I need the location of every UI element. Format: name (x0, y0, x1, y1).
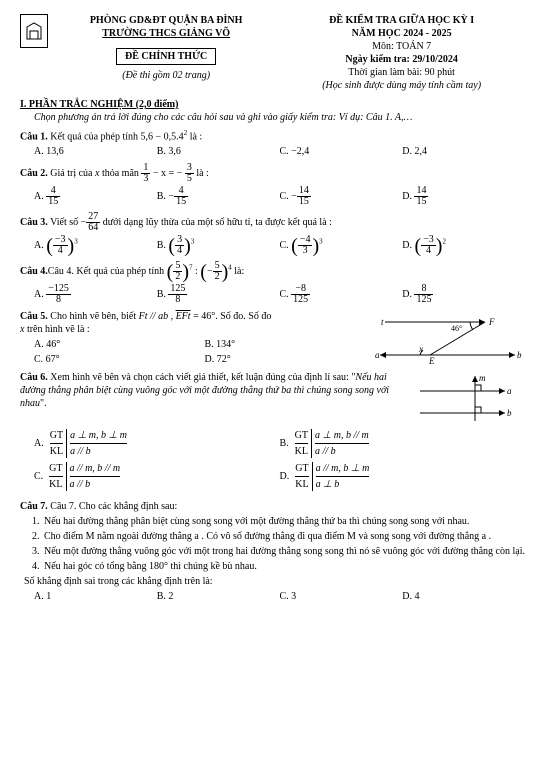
dept: PHÒNG GD&ĐT QUẬN BA ĐÌNH (54, 14, 278, 27)
q2-opt-a: A. 415 (34, 186, 157, 207)
q4-opt-d: D. 8125 (402, 284, 525, 305)
q5-figure: t F 46° a b x E (375, 310, 525, 366)
q5-opt-d: D. 72° (205, 353, 376, 366)
q6-figure: m a b (405, 371, 525, 426)
svg-text:a: a (507, 386, 512, 396)
q2-opt-b: B. −415 (157, 186, 280, 207)
svg-text:b: b (507, 408, 512, 418)
header-left: PHÒNG GD&ĐT QUẬN BA ĐÌNH TRƯỜNG THCS GIẢ… (54, 14, 278, 92)
q1-opt-b: B. 3,6 (157, 145, 280, 158)
q1-opt-c: C. −2,4 (280, 145, 403, 158)
q3-stem: Câu 3. Viết số −2764 dưới dạng lũy thừa … (20, 212, 525, 233)
q5-opt-a: A. 46° (34, 338, 205, 351)
q6-options: A. GTKLa ⊥ m, b ⊥ ma // b B. GTKLa ⊥ m, … (20, 429, 525, 495)
svg-text:a: a (375, 350, 380, 360)
official-box: ĐỀ CHÍNH THỨC (116, 48, 216, 65)
q7-item-4: 4.Nếu hai góc có tổng bằng 180° thì chún… (32, 560, 525, 573)
school: TRƯỜNG THCS GIẢNG VÕ (54, 27, 278, 40)
header: PHÒNG GD&ĐT QUẬN BA ĐÌNH TRƯỜNG THCS GIẢ… (20, 14, 525, 92)
question-5: Câu 5. Cho hình vẽ bên, biết Ft // ab , … (20, 310, 525, 366)
q4-stem: Câu 4.Câu 4. Kết quả của phép tính (52)7… (20, 261, 525, 282)
exam-time: Thời gian làm bài: 90 phút (278, 66, 525, 79)
svg-text:t: t (381, 317, 384, 327)
q1-opt-a: A. 13,6 (34, 145, 157, 158)
q2-opt-d: D. 1415 (402, 186, 525, 207)
q7-opt-a: A. 1 (34, 590, 157, 603)
q7-item-2: 2.Cho điểm M nằm ngoài đường thẳng a . C… (32, 530, 525, 543)
section-instr: Chọn phương án trả lời đúng cho các câu … (20, 111, 525, 124)
header-right: ĐỀ KIỂM TRA GIỮA HỌC KỲ I NĂM HỌC 2024 -… (278, 14, 525, 92)
page-count: (Đề thi gồm 02 trang) (54, 69, 278, 82)
year: NĂM HỌC 2024 - 2025 (278, 27, 525, 40)
q4-opt-a: A. −1258 (34, 284, 157, 305)
section-1: I. PHẦN TRẮC NGHIỆM (2,0 điểm) Chọn phươ… (20, 98, 525, 124)
q1-opt-d: D. 2,4 (402, 145, 525, 158)
question-1: Câu 1. Câu 1. Kết quả của phép tính 5,6 … (20, 129, 525, 158)
q3-opt-a: A. (−34)3 (34, 235, 157, 256)
q3-opt-c: C. (−43)3 (280, 235, 403, 256)
q4-opt-b: B. 1258 (157, 284, 280, 305)
question-6: Câu 6. Xem hình vẽ bên và chọn cách viết… (20, 371, 525, 426)
q7-opt-d: D. 4 (402, 590, 525, 603)
q3-opt-b: B. (34)3 (157, 235, 280, 256)
q5-stem: Câu 5. Cho hình vẽ bên, biết Ft // ab , … (20, 310, 375, 323)
exam-date: Ngày kiểm tra: 29/10/2024 (278, 53, 525, 66)
q7-ask: Số khẳng định sai trong các khẳng định t… (20, 575, 525, 588)
q7-item-1: 1.Nếu hai đường thẳng phân biệt cùng son… (32, 515, 525, 528)
subject: Môn: TOÁN 7 (278, 40, 525, 53)
exam-title: ĐỀ KIỂM TRA GIỮA HỌC KỲ I (278, 14, 525, 27)
q5-stem2: x trên hình vẽ là : (20, 323, 375, 336)
q6-opt-c: C. GTKLa // m, b // ma // b (34, 462, 280, 491)
q6-opt-d: D. GTKLa // m, b ⊥ ma ⊥ b (280, 462, 526, 491)
section-title: I. PHẦN TRẮC NGHIỆM (2,0 điểm) (20, 98, 525, 111)
question-7: Câu 7. Câu 7. Cho các khẳng định sau: 1.… (20, 500, 525, 603)
svg-text:m: m (479, 373, 486, 383)
q4-opt-c: C. −8125 (280, 284, 403, 305)
school-logo (20, 14, 48, 48)
q5-opt-c: C. 67° (34, 353, 205, 366)
svg-text:b: b (517, 350, 522, 360)
q6-opt-b: B. GTKLa ⊥ m, b // ma // b (280, 429, 526, 458)
question-4: Câu 4.Câu 4. Kết quả của phép tính (52)7… (20, 261, 525, 305)
svg-text:E: E (428, 356, 435, 365)
question-3: Câu 3. Viết số −2764 dưới dạng lũy thừa … (20, 212, 525, 256)
q7-item-3: 3.Nếu một đường thẳng vuông góc với một … (32, 545, 525, 558)
q7-stem: Câu 7. Câu 7. Cho các khẳng định sau: (20, 500, 525, 513)
q3-opt-d: D. (−34)2 (402, 235, 525, 256)
q6-opt-a: A. GTKLa ⊥ m, b ⊥ ma // b (34, 429, 280, 458)
q2-opt-c: C. −1415 (280, 186, 403, 207)
q6-stem: Câu 6. Xem hình vẽ bên và chọn cách viết… (20, 371, 405, 410)
svg-text:F: F (488, 317, 495, 327)
svg-text:46°: 46° (451, 324, 462, 333)
q7-opt-c: C. 3 (280, 590, 403, 603)
question-2: Câu 2. Giá trị của x thỏa mãn 13 − x = −… (20, 163, 525, 207)
q7-opt-b: B. 2 (157, 590, 280, 603)
q5-opt-b: B. 134° (205, 338, 376, 351)
q2-stem: Câu 2. Giá trị của x thỏa mãn 13 − x = −… (20, 163, 525, 184)
q1-stem: Câu 1. Câu 1. Kết quả của phép tính 5,6 … (20, 129, 525, 143)
calc-note: (Học sinh được dùng máy tính cầm tay) (278, 79, 525, 92)
